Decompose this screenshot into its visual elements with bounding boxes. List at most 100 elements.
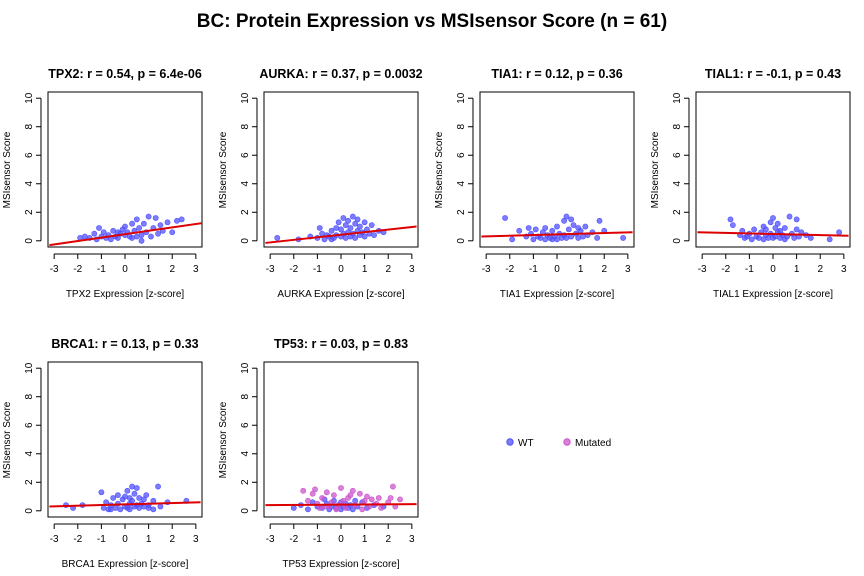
x-tick-label: 1 (146, 534, 152, 545)
data-point (594, 235, 601, 241)
data-point (356, 490, 363, 497)
data-point (397, 496, 403, 503)
x-tick-label: -2 (505, 264, 514, 275)
data-point (340, 215, 347, 221)
x-tick-label: -1 (97, 534, 106, 545)
x-axis: -3 -2 -1 0 1 2 3 (50, 523, 199, 545)
data-point (100, 229, 107, 236)
data-point (359, 506, 366, 513)
data-point (328, 236, 335, 243)
data-point (110, 227, 117, 234)
data-point (148, 233, 154, 240)
data-point (596, 217, 603, 224)
y-tick-label: 6 (672, 152, 683, 158)
y-tick-label: 8 (240, 124, 251, 130)
data-point (152, 215, 159, 221)
legend-label-wt: WT (518, 438, 534, 449)
y-tick-label: 4 (24, 181, 35, 187)
x-tick-label: 3 (841, 264, 847, 275)
x-axis-label: TP53 Expression [z-score] (282, 559, 399, 570)
y-tick-label: 10 (672, 92, 683, 104)
y-tick-label: 10 (24, 362, 35, 374)
data-point (793, 226, 800, 233)
x-axis-label: TIA1 Expression [z-score] (500, 289, 615, 300)
x-axis-label: BRCA1 Expression [z-score] (62, 559, 189, 570)
x-tick-label: -1 (745, 264, 754, 275)
legend-marker-wt (506, 438, 514, 446)
data-point (126, 506, 133, 513)
data-point (727, 216, 734, 223)
data-point (342, 235, 349, 241)
data-point (342, 505, 349, 511)
x-tick-label: 1 (362, 534, 368, 545)
data-point (356, 223, 363, 230)
data-points (63, 483, 190, 513)
data-point (136, 495, 143, 501)
data-point (133, 216, 140, 223)
data-point (763, 226, 769, 233)
data-point (387, 495, 394, 501)
x-tick-label: -2 (73, 534, 82, 545)
panel-title: BRCA1: r = 0.13, p = 0.33 (51, 337, 198, 351)
legend-marker-mutated (563, 438, 571, 446)
x-tick-label: -3 (266, 264, 275, 275)
panel-title: AURKA: r = 0.37, p = 0.0032 (259, 67, 422, 81)
x-tick-label: 0 (122, 264, 128, 275)
x-tick-label: 3 (193, 534, 199, 545)
regression-line (49, 501, 201, 508)
legend-label-mutated: Mutated (575, 438, 611, 449)
x-axis-label: AURKA Expression [z-score] (277, 289, 404, 300)
data-point (378, 505, 385, 511)
y-tick-label: 6 (24, 422, 35, 428)
x-tick-label: -2 (289, 264, 298, 275)
x-tick-label: 2 (169, 534, 175, 545)
x-tick-label: 0 (770, 264, 776, 275)
data-point (345, 217, 351, 224)
x-tick-label: 1 (578, 264, 584, 275)
panel-5: BRCA1: r = 0.13, p = 0.33 BRCA1 Expressi… (2, 337, 203, 570)
x-tick-label: -1 (313, 534, 322, 545)
data-point (138, 232, 145, 238)
panel-title: TP53: r = 0.03, p = 0.83 (274, 337, 408, 351)
x-axis: -3 -2 -1 0 1 2 3 (266, 253, 415, 275)
plot-frame (479, 91, 635, 248)
data-point (575, 235, 582, 241)
data-point (126, 495, 133, 501)
y-tick-label: 6 (24, 152, 35, 158)
data-point (549, 236, 556, 243)
data-point (319, 495, 326, 501)
x-tick-label: 1 (146, 264, 152, 275)
data-point (124, 487, 131, 494)
data-point (122, 223, 128, 230)
x-axis-label: TPX2 Expression [z-score] (66, 289, 185, 300)
x-tick-label: 1 (794, 264, 800, 275)
figure-title: BC: Protein Expression vs MSIsensor Scor… (197, 11, 667, 32)
y-tick-label: 2 (672, 209, 683, 215)
x-axis: -3 -2 -1 0 1 2 3 (50, 253, 199, 275)
data-point (582, 223, 589, 230)
panel-3: TIA1: r = 0.12, p = 0.36 TIA1 Expression… (434, 67, 635, 300)
data-point (164, 219, 171, 226)
y-axis-label: MSIsensor Score (650, 131, 661, 208)
panel-4: TIAL1: r = -0.1, p = 0.43 TIAL1 Expressi… (650, 67, 851, 300)
x-tick-label: -3 (698, 264, 707, 275)
x-tick-label: -1 (529, 264, 538, 275)
y-tick-label: 10 (456, 92, 467, 104)
panel-6: TP53: r = 0.03, p = 0.83 TP53 Expression… (218, 337, 419, 570)
data-point (150, 506, 157, 513)
data-points (274, 213, 387, 243)
data-point (516, 227, 523, 234)
data-point (364, 493, 370, 500)
x-tick-label: 0 (338, 264, 344, 275)
data-point (368, 496, 375, 503)
x-tick-label: 3 (409, 534, 415, 545)
panel-2: AURKA: r = 0.37, p = 0.0032 AURKA Expres… (218, 67, 423, 300)
y-tick-label: 2 (24, 209, 35, 215)
data-point (755, 235, 762, 241)
x-axis: -3 -2 -1 0 1 2 3 (698, 253, 847, 275)
data-point (826, 236, 833, 243)
data-point (174, 217, 180, 224)
data-point (155, 230, 161, 237)
data-point (368, 222, 375, 229)
